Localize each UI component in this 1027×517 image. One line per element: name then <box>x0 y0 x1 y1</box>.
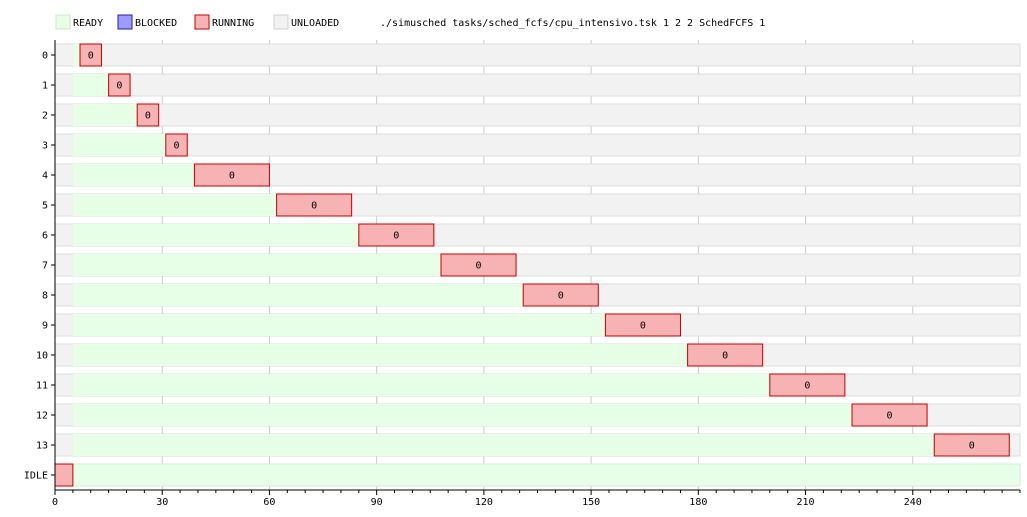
ready-bar <box>72 314 606 336</box>
row-label: 6 <box>42 231 48 242</box>
x-tick-label: 0 <box>52 497 58 508</box>
row-label: 10 <box>36 351 48 362</box>
ready-bar <box>72 284 524 306</box>
row-label: 5 <box>42 201 48 212</box>
x-tick-label: 210 <box>797 497 815 508</box>
ready-bar <box>72 104 138 126</box>
legend-swatch-running <box>194 14 210 30</box>
running-label: 0 <box>174 141 180 152</box>
running-bar <box>276 193 353 217</box>
legend-label-ready: READY <box>73 18 103 29</box>
legend-swatch-blocked <box>117 14 133 30</box>
row-label: 13 <box>36 441 48 452</box>
ready-bar <box>72 344 688 366</box>
row-label: 2 <box>42 111 48 122</box>
running-bar <box>440 253 517 277</box>
running-label: 0 <box>558 291 564 302</box>
running-bar <box>851 403 928 427</box>
idle-running-bar <box>54 463 74 487</box>
row-label: 0 <box>42 51 48 62</box>
running-label: 0 <box>476 261 482 272</box>
legend-label-blocked: BLOCKED <box>135 18 177 29</box>
ready-bar <box>72 44 81 66</box>
running-label: 0 <box>722 351 728 362</box>
running-bar <box>687 343 764 367</box>
ready-bar <box>72 374 770 396</box>
running-bar <box>933 433 1010 457</box>
running-bar <box>604 313 681 337</box>
x-tick-label: 30 <box>156 497 168 508</box>
unloaded-bar <box>54 43 1021 67</box>
ready-bar <box>72 74 109 96</box>
running-bar <box>165 133 188 157</box>
running-bar <box>193 163 270 187</box>
running-label: 0 <box>229 171 235 182</box>
ready-bar <box>72 254 442 276</box>
unloaded-bar <box>54 103 1021 127</box>
running-bar <box>108 73 131 97</box>
running-label: 0 <box>116 81 122 92</box>
x-tick-label: 120 <box>475 497 493 508</box>
legend-swatch-ready <box>55 14 71 30</box>
idle-ready-bar <box>72 463 1021 487</box>
x-tick-label: 240 <box>904 497 922 508</box>
running-bar <box>522 283 599 307</box>
running-label: 0 <box>311 201 317 212</box>
running-label: 0 <box>145 111 151 122</box>
running-label: 0 <box>969 441 975 452</box>
legend-label-running: RUNNING <box>212 18 254 29</box>
running-label: 0 <box>640 321 646 332</box>
running-bar <box>358 223 435 247</box>
x-tick-label: 90 <box>371 497 383 508</box>
command-line: ./simusched tasks/sched_fcfs/cpu_intensi… <box>380 18 765 29</box>
x-tick-label: 150 <box>582 497 600 508</box>
unloaded-bar <box>54 73 1021 97</box>
ready-bar <box>72 224 359 246</box>
row-label: IDLE <box>24 471 48 482</box>
running-bar <box>79 43 102 67</box>
unloaded-bar <box>54 133 1021 157</box>
ready-bar <box>72 164 195 186</box>
x-tick-label: 60 <box>263 497 275 508</box>
ready-bar <box>72 404 853 426</box>
ready-bar <box>72 434 935 456</box>
running-label: 0 <box>804 381 810 392</box>
row-label: 1 <box>42 81 48 92</box>
running-bar <box>769 373 846 397</box>
row-label: 8 <box>42 291 48 302</box>
row-label: 3 <box>42 141 48 152</box>
legend-label-unloaded: UNLOADED <box>291 18 339 29</box>
ready-bar <box>72 134 166 156</box>
ready-bar <box>72 194 277 216</box>
running-label: 0 <box>88 51 94 62</box>
row-label: 7 <box>42 261 48 272</box>
row-label: 4 <box>42 171 48 182</box>
legend-swatch-unloaded <box>273 14 289 30</box>
running-bar <box>136 103 160 127</box>
row-label: 9 <box>42 321 48 332</box>
row-label: 12 <box>36 411 48 422</box>
row-label: 11 <box>36 381 48 392</box>
x-tick-label: 180 <box>689 497 707 508</box>
legend: READY BLOCKED RUNNING UNLOADED ./simusch… <box>55 14 765 30</box>
running-label: 0 <box>393 231 399 242</box>
running-label: 0 <box>887 411 893 422</box>
